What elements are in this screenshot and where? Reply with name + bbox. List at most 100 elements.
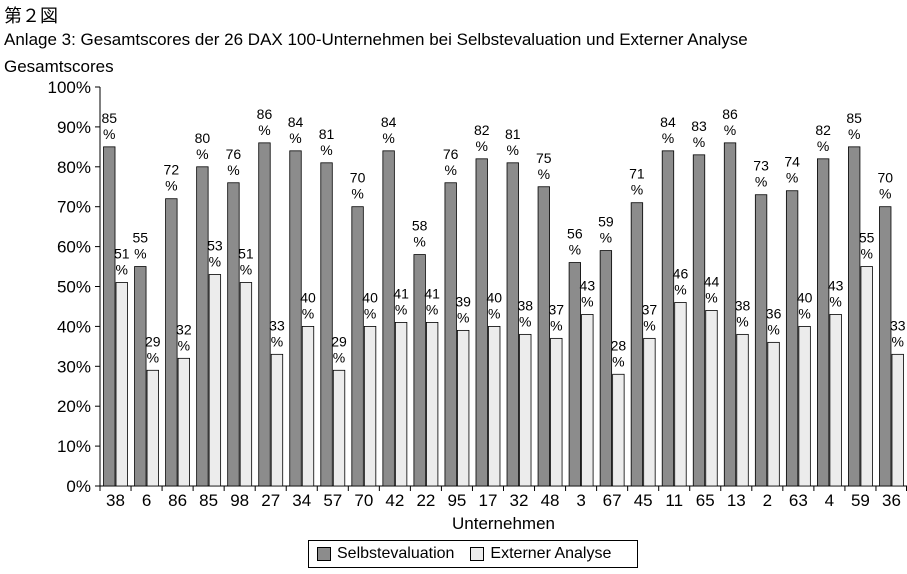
data-label-value: 76 xyxy=(443,146,459,162)
data-label-value: 32 xyxy=(176,321,192,337)
bar-externer-analyse xyxy=(581,314,594,487)
data-label-percent: % xyxy=(209,254,221,270)
bar-selbstevaluation xyxy=(754,194,768,487)
data-label-percent: % xyxy=(600,230,612,246)
bar-externer-analyse xyxy=(519,333,532,487)
bar-selbstevaluation xyxy=(258,142,271,487)
bar-selbstevaluation xyxy=(723,142,737,487)
data-label-value: 84 xyxy=(660,114,676,130)
data-label-percent: % xyxy=(767,321,779,337)
x-tick-label: 11 xyxy=(665,491,683,510)
x-tick-label: 48 xyxy=(541,491,560,510)
data-label-value: 41 xyxy=(424,285,440,301)
bar-externer-analyse xyxy=(643,337,656,487)
bar-externer-analyse xyxy=(550,337,563,487)
data-label-percent: % xyxy=(196,146,208,162)
data-label-value: 86 xyxy=(722,106,738,122)
data-label-percent: % xyxy=(364,305,376,321)
y-tick-label: 70% xyxy=(57,198,91,217)
data-label-percent: % xyxy=(240,262,252,278)
data-label-value: 74 xyxy=(784,154,800,170)
x-tick-label: 59 xyxy=(851,491,870,510)
x-tick-label: 6 xyxy=(142,491,151,510)
data-label-percent: % xyxy=(103,126,115,142)
y-tick-label: 80% xyxy=(57,158,91,177)
y-tick-label: 60% xyxy=(57,238,91,257)
data-label-percent: % xyxy=(538,166,550,182)
data-label-percent: % xyxy=(457,309,469,325)
bar-selbstevaluation xyxy=(289,150,302,487)
data-label-value: 86 xyxy=(257,106,273,122)
bar-selbstevaluation xyxy=(382,150,395,487)
data-label-value: 41 xyxy=(393,285,409,301)
bar-selbstevaluation xyxy=(413,254,426,487)
bar-selbstevaluation xyxy=(165,198,178,487)
x-tick-label: 70 xyxy=(354,491,373,510)
data-label-value: 55 xyxy=(133,230,149,246)
data-label-value: 82 xyxy=(815,122,831,138)
x-tick-label: 45 xyxy=(634,491,653,510)
x-tick-label: 22 xyxy=(416,491,435,510)
x-tick-label: 95 xyxy=(447,491,466,510)
x-tick-label: 38 xyxy=(106,491,125,510)
x-tick-label: 34 xyxy=(292,491,311,510)
bar-externer-analyse xyxy=(146,369,159,487)
bar-externer-analyse xyxy=(457,329,470,487)
x-tick-label: 32 xyxy=(510,491,529,510)
bar-selbstevaluation xyxy=(506,162,519,487)
bar-externer-analyse xyxy=(270,353,284,487)
bar-selbstevaluation xyxy=(879,206,892,487)
legend-label-selbstevaluation: Selbstevaluation xyxy=(337,545,455,562)
chart-title: Anlage 3: Gesamtscores der 26 DAX 100-Un… xyxy=(4,30,748,49)
bar-externer-analyse xyxy=(208,274,222,487)
bar-selbstevaluation xyxy=(134,266,147,487)
y-tick-label: 20% xyxy=(57,397,91,416)
bar-selbstevaluation xyxy=(351,206,364,487)
data-label-value: 40 xyxy=(362,289,378,305)
bar-selbstevaluation xyxy=(537,186,550,487)
data-label-percent: % xyxy=(333,349,345,365)
data-label-percent: % xyxy=(879,186,891,202)
data-label-value: 85 xyxy=(101,110,117,126)
data-label-value: 43 xyxy=(828,277,844,293)
data-label-percent: % xyxy=(829,293,841,309)
data-label-value: 71 xyxy=(629,166,645,182)
y-tick-label: 100% xyxy=(48,78,91,97)
data-label-percent: % xyxy=(519,313,531,329)
data-label-percent: % xyxy=(178,337,190,353)
data-label-value: 70 xyxy=(877,170,893,186)
x-tick-label: 98 xyxy=(230,491,249,510)
bar-selbstevaluation xyxy=(320,162,333,487)
data-label-percent: % xyxy=(116,262,128,278)
data-label-value: 55 xyxy=(859,230,875,246)
bar-externer-analyse xyxy=(301,325,315,487)
data-label-percent: % xyxy=(736,313,748,329)
data-label-value: 84 xyxy=(381,114,397,130)
data-label-percent: % xyxy=(271,333,283,349)
bar-externer-analyse xyxy=(891,353,904,487)
bar-selbstevaluation xyxy=(630,202,644,487)
data-label-value: 43 xyxy=(580,277,596,293)
data-label-value: 58 xyxy=(412,218,428,234)
legend-item-selbstevaluation: Selbstevaluation xyxy=(317,545,454,563)
data-label-percent: % xyxy=(643,317,655,333)
data-label-value: 33 xyxy=(890,317,906,333)
bar-externer-analyse xyxy=(705,310,718,487)
data-label-value: 51 xyxy=(238,246,254,262)
x-tick-label: 17 xyxy=(479,491,498,510)
x-tick-label: 2 xyxy=(763,491,772,510)
x-axis-title: Unternehmen xyxy=(452,514,555,533)
x-tick-label: 63 xyxy=(789,491,808,510)
data-label-value: 29 xyxy=(331,333,347,349)
figure-label: 第２図 xyxy=(4,6,58,26)
data-label-value: 84 xyxy=(288,114,304,130)
bar-externer-analyse xyxy=(612,373,625,487)
bar-selbstevaluation xyxy=(661,150,675,487)
data-label-percent: % xyxy=(507,142,519,158)
y-tick-label: 90% xyxy=(57,118,91,137)
bar-selbstevaluation xyxy=(817,158,830,487)
data-label-percent: % xyxy=(426,301,438,317)
bar-selbstevaluation xyxy=(785,190,799,487)
x-tick-label: 85 xyxy=(199,491,218,510)
